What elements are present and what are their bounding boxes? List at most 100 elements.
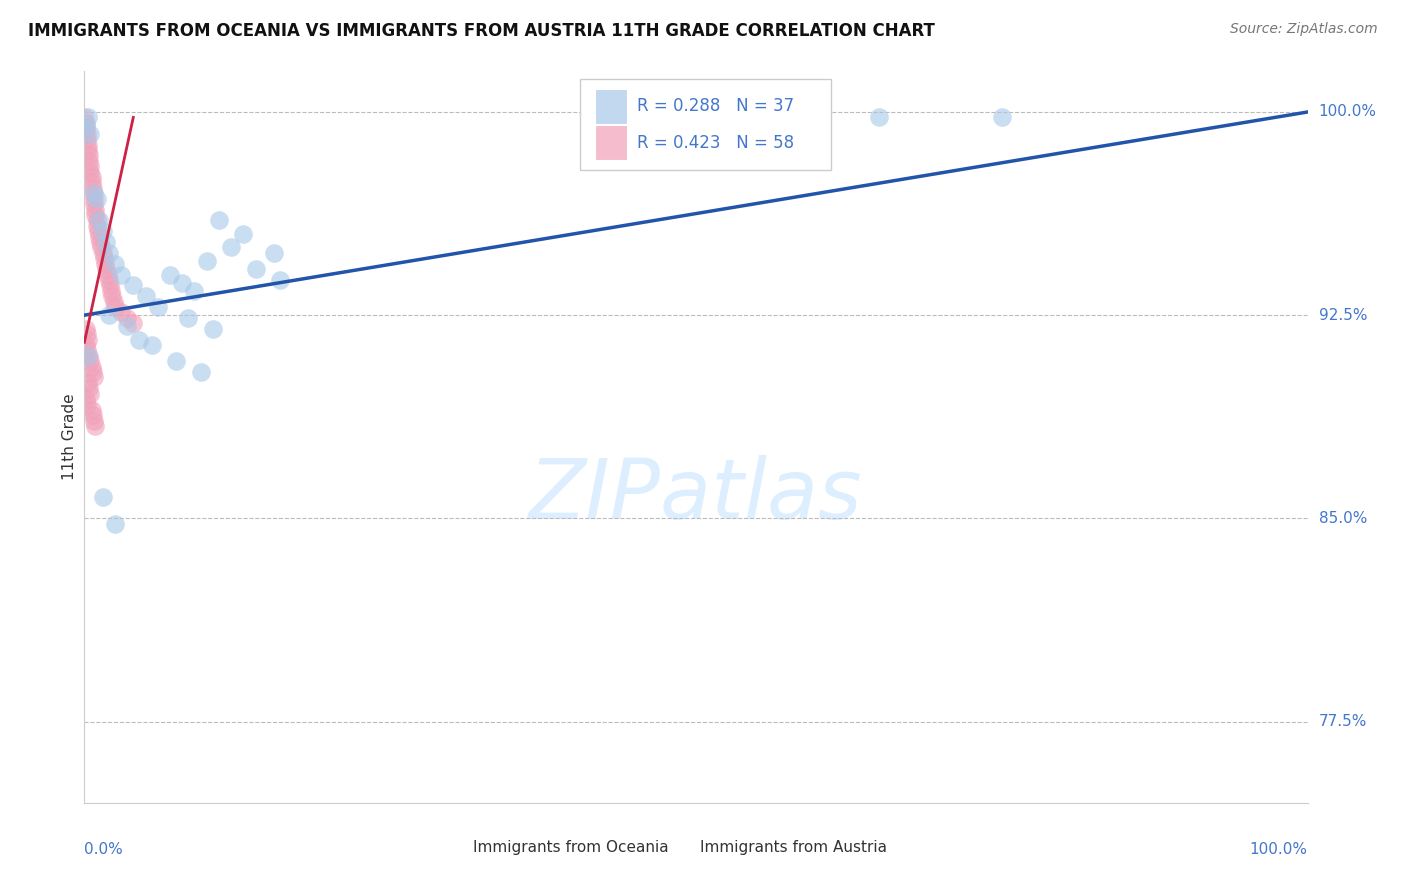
Point [83, 370, 105, 384]
Point [75, 119, 97, 133]
Point [76, 398, 98, 412]
Point [79, 354, 101, 368]
Point [90, 240, 112, 254]
Point [76, 132, 98, 146]
Point [80, 176, 103, 190]
Point [79, 127, 101, 141]
Point [82, 186, 104, 201]
Y-axis label: 11th Grade: 11th Grade [62, 393, 77, 481]
Point [82, 181, 104, 195]
Point [208, 213, 231, 227]
Point [84, 419, 107, 434]
Point [103, 294, 125, 309]
Point [122, 278, 145, 293]
Point [83, 414, 105, 428]
Point [110, 268, 132, 282]
Text: R = 0.423   N = 58: R = 0.423 N = 58 [637, 134, 794, 152]
Point [76, 343, 98, 358]
Point [77, 381, 100, 395]
Point [91, 490, 114, 504]
Point [80, 169, 103, 184]
Point [195, 254, 218, 268]
Point [97, 308, 120, 322]
Point [75, 392, 97, 406]
Point [96, 262, 118, 277]
Text: IMMIGRANTS FROM OCEANIA VS IMMIGRANTS FROM AUSTRIA 11TH GRADE CORRELATION CHART: IMMIGRANTS FROM OCEANIA VS IMMIGRANTS FR… [28, 22, 935, 40]
Text: Immigrants from Austria: Immigrants from Austria [700, 840, 887, 855]
Point [87, 213, 110, 227]
Bar [596, 90, 626, 122]
Point [104, 300, 127, 314]
Text: 100.0%: 100.0% [1250, 842, 1308, 856]
Point [110, 305, 132, 319]
Point [97, 273, 120, 287]
Point [245, 262, 267, 277]
Point [94, 257, 117, 271]
Point [91, 245, 114, 260]
Text: 85.0%: 85.0% [1319, 511, 1367, 526]
Text: 92.5%: 92.5% [1319, 308, 1367, 323]
Point [75, 116, 97, 130]
Point [91, 224, 114, 238]
Point [80, 359, 103, 374]
Point [86, 192, 108, 206]
Point [269, 273, 291, 287]
Point [84, 208, 107, 222]
Text: Source: ZipAtlas.com: Source: ZipAtlas.com [1230, 22, 1378, 37]
Text: R = 0.288   N = 37: R = 0.288 N = 37 [637, 97, 794, 115]
Point [75, 121, 97, 136]
Point [146, 300, 169, 314]
Point [82, 365, 104, 379]
Point [128, 333, 150, 347]
Point [100, 284, 122, 298]
Point [135, 289, 157, 303]
Point [77, 148, 100, 162]
Point [77, 376, 100, 390]
Point [89, 235, 111, 249]
Point [115, 318, 138, 333]
Point [96, 235, 118, 249]
Point [77, 349, 100, 363]
Point [263, 245, 285, 260]
Point [991, 111, 1014, 125]
Point [93, 252, 115, 266]
Point [77, 333, 100, 347]
Point [83, 197, 105, 211]
Point [122, 316, 145, 330]
Point [219, 240, 242, 254]
Point [177, 310, 200, 325]
Point [77, 153, 100, 168]
Point [87, 224, 110, 238]
FancyBboxPatch shape [579, 78, 831, 170]
Point [201, 322, 224, 336]
Point [141, 338, 163, 352]
Point [183, 284, 205, 298]
Point [84, 202, 107, 217]
Point [101, 289, 124, 303]
Point [82, 409, 104, 423]
Point [86, 219, 108, 233]
Point [97, 245, 120, 260]
Point [77, 349, 100, 363]
Point [172, 276, 194, 290]
Point [232, 227, 254, 241]
Bar [439, 838, 465, 858]
Text: ZIPatlas: ZIPatlas [529, 455, 863, 536]
Point [83, 186, 105, 201]
Point [75, 338, 97, 352]
Point [77, 111, 100, 125]
Point [79, 164, 101, 178]
Point [98, 278, 121, 293]
Point [97, 268, 120, 282]
Bar [665, 838, 692, 858]
Text: 77.5%: 77.5% [1319, 714, 1367, 729]
Point [190, 365, 212, 379]
Point [73, 111, 96, 125]
Point [115, 310, 138, 325]
Point [76, 127, 98, 141]
Point [159, 268, 181, 282]
Point [79, 159, 101, 173]
Point [869, 111, 891, 125]
Text: 0.0%: 0.0% [84, 842, 124, 856]
Point [80, 403, 103, 417]
